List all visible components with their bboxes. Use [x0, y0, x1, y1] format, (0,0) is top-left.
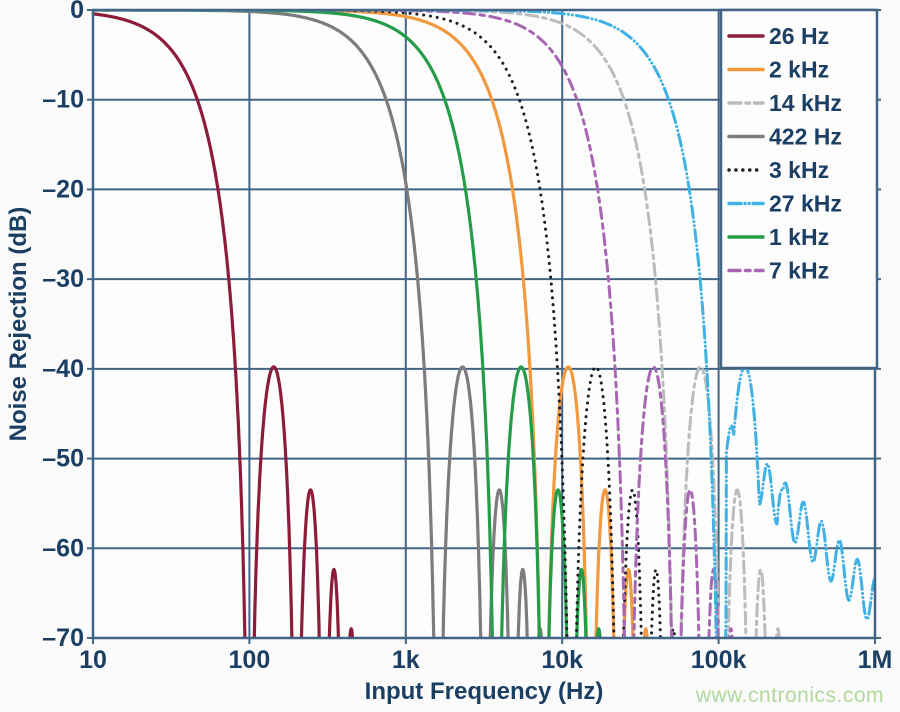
y-tick-label: –30	[42, 265, 84, 293]
x-tick-label: 100	[229, 646, 271, 674]
y-tick-label: –40	[42, 355, 84, 383]
y-tick-label: –10	[42, 86, 84, 114]
legend-label-27-khz: 27 kHz	[769, 191, 842, 217]
x-tick-label: 10	[79, 646, 107, 674]
legend-label-14-khz: 14 kHz	[769, 90, 842, 116]
x-tick-label: 1k	[392, 646, 420, 674]
legend-label-26-hz: 26 Hz	[769, 23, 829, 49]
y-axis-title: Noise Rejection (dB)	[5, 206, 32, 442]
x-tick-label: 10k	[541, 646, 583, 674]
x-tick-label: 100k	[691, 646, 747, 674]
y-tick-label: –60	[42, 534, 84, 562]
y-tick-label: –20	[42, 175, 84, 203]
y-tick-label: 0	[70, 0, 84, 24]
legend-label-3-khz: 3 kHz	[769, 157, 829, 183]
legend-label-1-khz: 1 kHz	[769, 224, 829, 250]
series-curve-26-hz	[93, 12, 355, 638]
x-axis-title: Input Frequency (Hz)	[364, 678, 604, 705]
y-tick-label: –50	[42, 445, 84, 473]
y-tick-label: –70	[42, 624, 84, 652]
legend-label-422-hz: 422 Hz	[769, 124, 842, 150]
series-curve-2-khz	[93, 10, 649, 638]
series-curve-7-khz	[93, 10, 734, 638]
watermark: www.cntronics.com	[695, 684, 884, 707]
x-tick-label: 1M	[858, 646, 893, 674]
legend-label-2-khz: 2 kHz	[769, 57, 829, 83]
legend-label-7-khz: 7 kHz	[769, 258, 829, 284]
